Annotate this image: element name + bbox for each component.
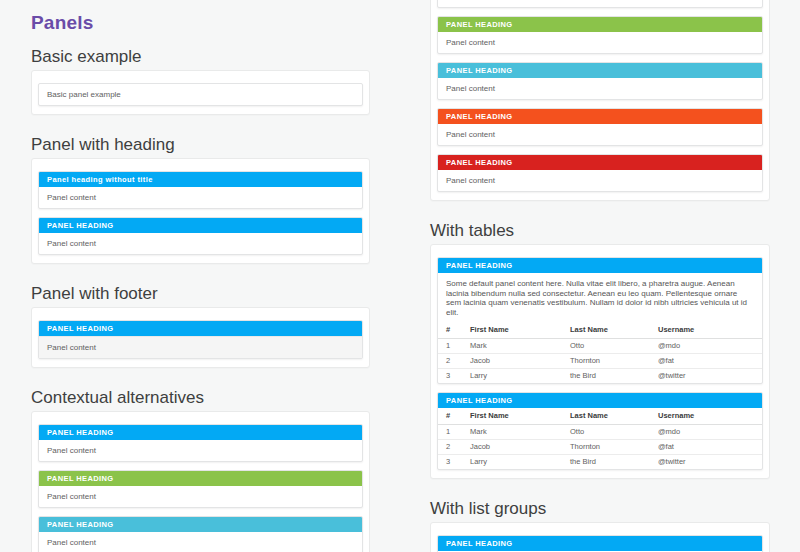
panel-body: Panel content [39, 187, 362, 208]
cell-first-name: Mark [462, 425, 562, 440]
example-card-basic: Basic panel example [31, 70, 370, 115]
panel-contextual-success: PANEL HEADING Panel content [38, 470, 363, 508]
panel-heading: PANEL HEADING [438, 109, 762, 124]
table-row: 3 Larry the Bird @twitter [438, 369, 762, 384]
table-header-row: # First Name Last Name Username [438, 322, 762, 339]
cell-last-name: Thornton [562, 354, 650, 369]
panel-cutoff [437, 0, 763, 8]
panel-heading-without-title: Panel heading without title Panel conten… [38, 171, 363, 209]
cell-username: @mdo [650, 339, 762, 354]
panel-body: Panel content [39, 486, 362, 507]
panel-with-table-and-text: PANEL HEADING Some default panel content… [437, 257, 763, 384]
column-header: First Name [462, 408, 562, 425]
column-header: Last Name [562, 408, 650, 425]
table-row: 2 Jacob Thornton @fat [438, 440, 762, 455]
section-heading-contextual-alternatives: Contextual alternatives [31, 388, 370, 407]
cell-first-name: Mark [462, 339, 562, 354]
panel-basic: Basic panel example [38, 83, 363, 106]
panel-with-table-only: PANEL HEADING # First Name Last Name Use… [437, 392, 763, 470]
section-heading-basic-example: Basic example [31, 47, 370, 66]
panel-body: Basic panel example [39, 84, 362, 105]
panel-heading-with-title: PANEL HEADING Panel content [38, 217, 363, 255]
cell-username: @twitter [650, 369, 762, 384]
users-table: # First Name Last Name Username 1 Mark O… [438, 322, 762, 383]
column-header: Username [650, 408, 762, 425]
panel-heading: PANEL HEADING [438, 393, 762, 408]
table-header-row: # First Name Last Name Username [438, 408, 762, 425]
panel-heading: Panel heading without title [39, 172, 362, 187]
cell-last-name: Thornton [562, 440, 650, 455]
panel-footer: Panel content [39, 336, 362, 358]
panel-contextual-warning: PANEL HEADING Panel content [437, 108, 763, 146]
cell-username: @fat [650, 440, 762, 455]
panel-heading: PANEL HEADING [438, 536, 762, 551]
panel-contextual-info: PANEL HEADING Panel content [38, 516, 363, 552]
cell-index: 1 [438, 425, 462, 440]
cell-last-name: Otto [562, 339, 650, 354]
panel-contextual-info: PANEL HEADING Panel content [437, 62, 763, 100]
example-card-with-tables: PANEL HEADING Some default panel content… [430, 244, 770, 479]
panel-body: Panel content [438, 78, 762, 99]
cell-first-name: Jacob [462, 354, 562, 369]
panel-contextual-success: PANEL HEADING Panel content [437, 16, 763, 54]
page-title: Panels [31, 12, 370, 34]
panel-with-list-group: PANEL HEADING Some default panel content… [437, 535, 763, 552]
cell-last-name: Otto [562, 425, 650, 440]
table-row: 2 Jacob Thornton @fat [438, 354, 762, 369]
panel-heading: PANEL HEADING [438, 155, 762, 170]
panel-heading: PANEL HEADING [39, 425, 362, 440]
example-card-contextual: PANEL HEADING Panel content PANEL HEADIN… [31, 411, 370, 552]
panel-heading: PANEL HEADING [438, 258, 762, 273]
panel-heading: PANEL HEADING [39, 321, 362, 336]
panel-body: Panel content [438, 170, 762, 191]
cell-last-name: the Bird [562, 455, 650, 470]
panel-heading: PANEL HEADING [39, 471, 362, 486]
example-card-with-list-groups: PANEL HEADING Some default panel content… [430, 522, 770, 552]
table-row: 1 Mark Otto @mdo [438, 339, 762, 354]
cell-first-name: Larry [462, 369, 562, 384]
panel-with-footer: PANEL HEADING Panel content [38, 320, 363, 359]
panel-body: Panel content [39, 532, 362, 552]
panel-heading: PANEL HEADING [438, 17, 762, 32]
cell-index: 2 [438, 354, 462, 369]
column-header: Last Name [562, 322, 650, 339]
panel-body: Panel content [39, 440, 362, 461]
users-table: # First Name Last Name Username 1 Mark O… [438, 408, 762, 469]
column-header: Username [650, 322, 762, 339]
cell-username: @fat [650, 354, 762, 369]
section-heading-panel-with-heading: Panel with heading [31, 135, 370, 154]
cell-username: @mdo [650, 425, 762, 440]
cell-last-name: the Bird [562, 369, 650, 384]
panel-body: Panel content [39, 233, 362, 254]
left-column: Panels Basic example Basic panel example… [31, 0, 370, 552]
panel-paragraph: Some default panel content here. Nulla v… [438, 273, 762, 322]
example-card-with-heading: Panel heading without title Panel conten… [31, 158, 370, 264]
cell-index: 3 [438, 369, 462, 384]
column-header: First Name [462, 322, 562, 339]
right-column: PANEL HEADING Panel content PANEL HEADIN… [430, 0, 770, 552]
panel-heading: PANEL HEADING [39, 517, 362, 532]
panel-contextual-danger: PANEL HEADING Panel content [437, 154, 763, 192]
cell-index: 3 [438, 455, 462, 470]
cell-first-name: Larry [462, 455, 562, 470]
column-header: # [438, 322, 462, 339]
panel-heading: PANEL HEADING [438, 63, 762, 78]
column-header: # [438, 408, 462, 425]
section-heading-panel-with-footer: Panel with footer [31, 284, 370, 303]
panel-body: Panel content [438, 32, 762, 53]
cell-index: 1 [438, 339, 462, 354]
example-card-with-footer: PANEL HEADING Panel content [31, 307, 370, 368]
section-heading-with-tables: With tables [430, 221, 770, 240]
example-card-contextual-continued: PANEL HEADING Panel content PANEL HEADIN… [430, 0, 770, 201]
panel-contextual-primary: PANEL HEADING Panel content [38, 424, 363, 462]
cell-first-name: Jacob [462, 440, 562, 455]
cell-index: 2 [438, 440, 462, 455]
panel-heading: PANEL HEADING [39, 218, 362, 233]
panel-body: Panel content [438, 124, 762, 145]
cell-username: @twitter [650, 455, 762, 470]
table-row: 1 Mark Otto @mdo [438, 425, 762, 440]
section-heading-with-list-groups: With list groups [430, 499, 770, 518]
table-row: 3 Larry the Bird @twitter [438, 455, 762, 470]
